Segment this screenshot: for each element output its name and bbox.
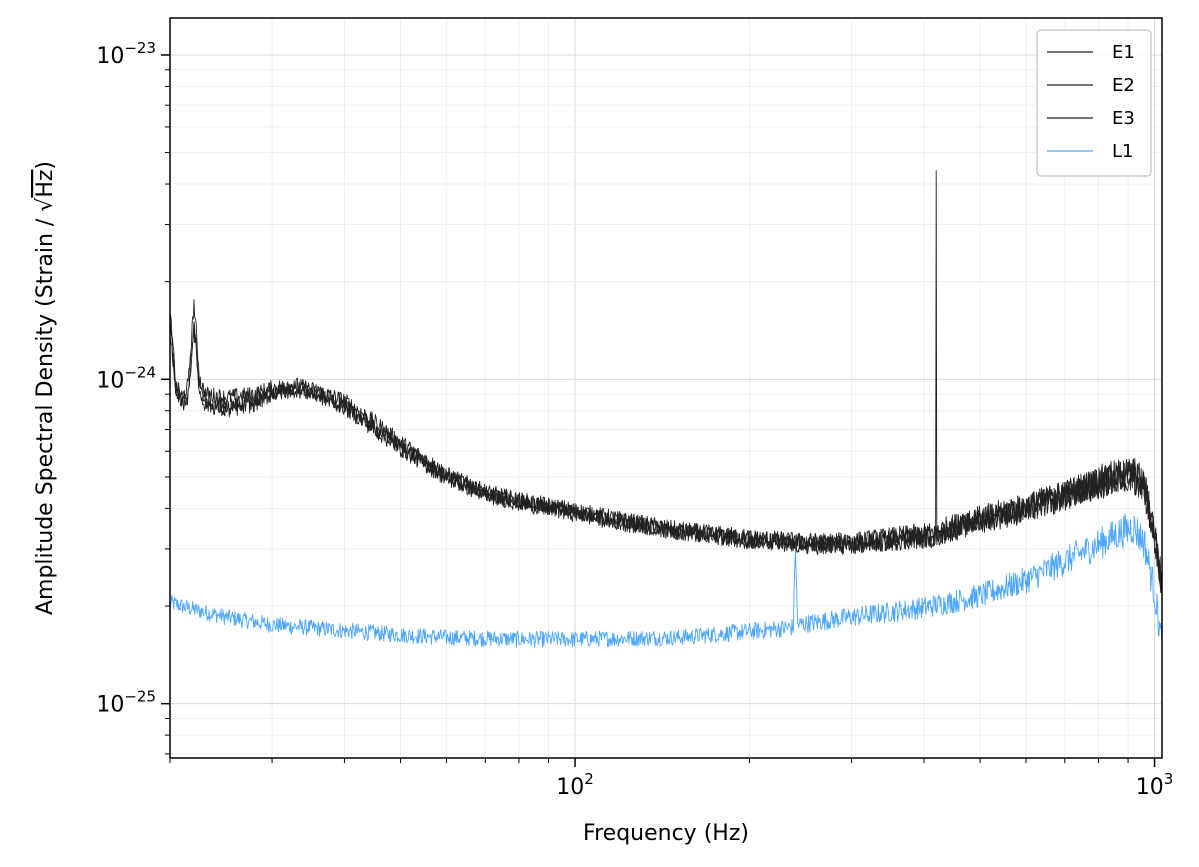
legend-label-e3: E3: [1112, 108, 1135, 129]
legend-box: [1036, 29, 1152, 177]
y-tick-label: 10−23: [96, 39, 156, 69]
series-line-e3: [170, 318, 1162, 593]
legend-label-l1: L1: [1112, 141, 1133, 162]
y-tick-label: 10−25: [96, 688, 156, 718]
legend-label-e2: E2: [1112, 75, 1135, 96]
series-group: [170, 170, 1162, 648]
plot-frame: [169, 17, 1163, 759]
x-tick-label: 102: [556, 770, 594, 800]
series-line-l1: [170, 513, 1162, 648]
y-tick-label: 10−24: [96, 363, 156, 393]
y-axis-label: Amplitude Spectral Density (Strain / √Hz…: [33, 161, 58, 615]
legend-label-e1: E1: [1112, 42, 1135, 63]
sqrt-radicand: Hz: [33, 170, 58, 198]
x-axis-label: Frequency (Hz): [583, 821, 749, 846]
grid: [169, 18, 1162, 758]
ticks: 102 103 10−25 10−24 10−23: [96, 39, 1173, 800]
sqrt-sign: √: [33, 197, 58, 212]
series-line-e2: [170, 321, 1162, 593]
legend: E1 E2 E3 L1: [1036, 29, 1152, 177]
series-line-e1: [170, 170, 1162, 587]
x-tick-label: 103: [1136, 770, 1174, 800]
